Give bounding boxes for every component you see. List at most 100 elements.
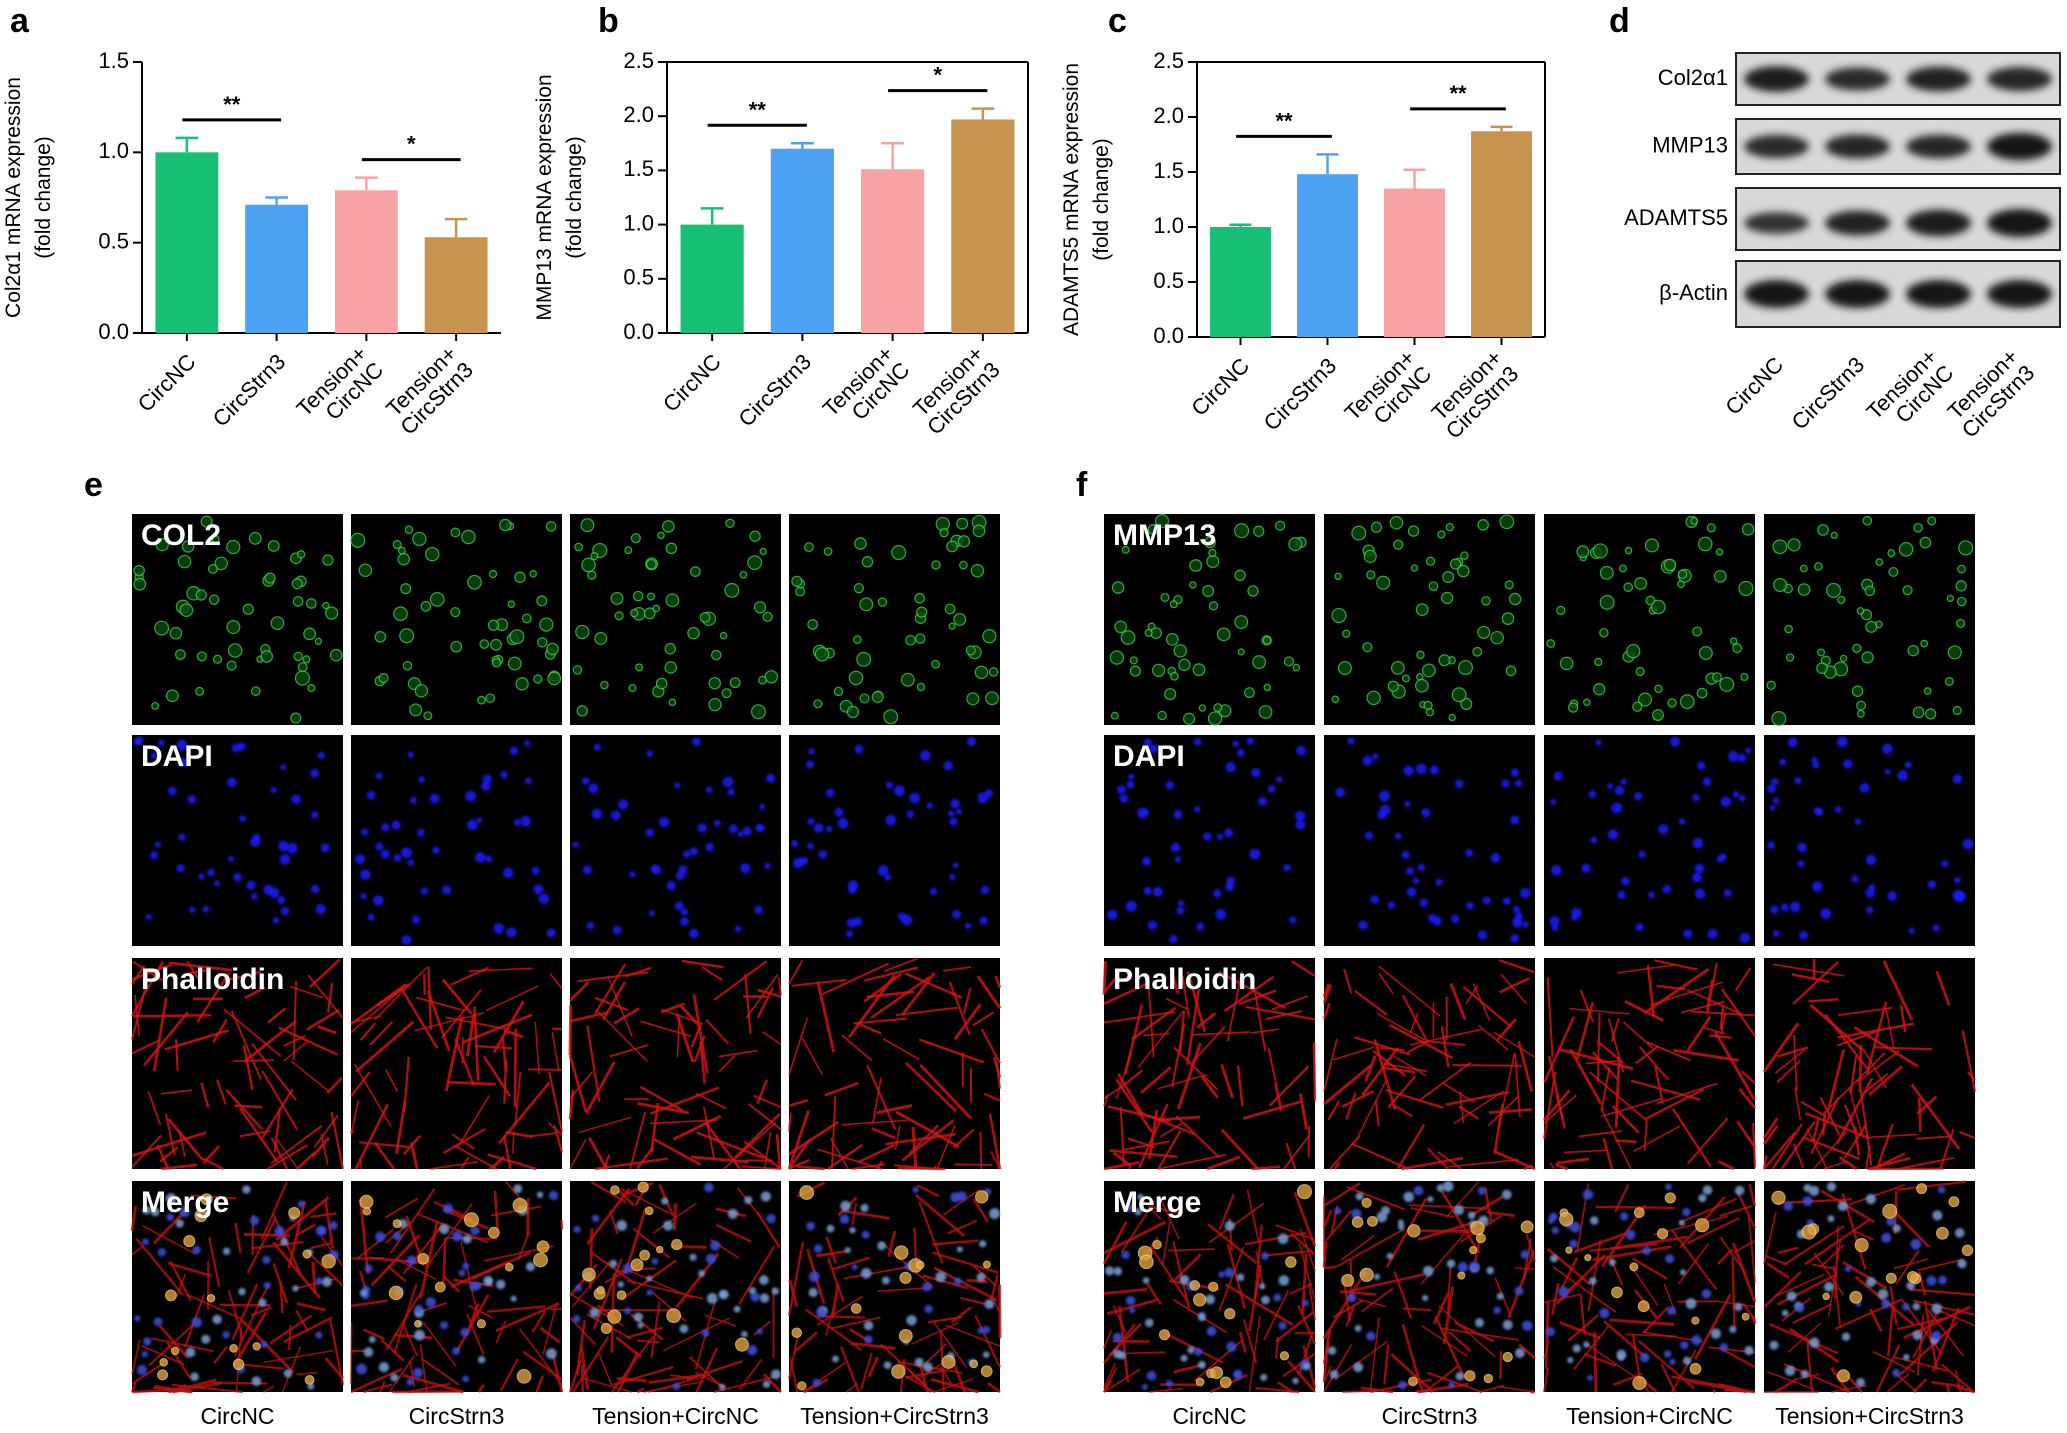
actin-fiber bbox=[883, 957, 918, 973]
stained-cell bbox=[1207, 711, 1223, 726]
actin-fiber bbox=[505, 1130, 533, 1138]
nucleus bbox=[1658, 824, 1669, 835]
micrograph-bg bbox=[1104, 958, 1315, 1169]
nucleus bbox=[212, 1314, 222, 1325]
actin-fiber bbox=[936, 1125, 956, 1170]
stained-cell bbox=[1157, 710, 1167, 721]
nucleus bbox=[741, 1330, 748, 1338]
blot-band bbox=[1987, 132, 2052, 161]
nucleus bbox=[1194, 1347, 1203, 1356]
stained-cell bbox=[1189, 581, 1197, 589]
stained-cell bbox=[1849, 1290, 1863, 1304]
actin-fiber bbox=[1192, 1031, 1250, 1036]
panel-letter: c bbox=[1108, 2, 1127, 40]
nucleus bbox=[1377, 810, 1387, 820]
stained-cell bbox=[689, 566, 701, 578]
nucleus bbox=[864, 1335, 873, 1344]
actin-fiber bbox=[753, 1320, 771, 1336]
nucleus bbox=[813, 1244, 823, 1254]
nucleus bbox=[616, 1220, 628, 1231]
actin-fiber bbox=[832, 1256, 870, 1271]
blot-column-label: CircStrn3 bbox=[1787, 352, 1870, 435]
stained-cell bbox=[970, 563, 985, 578]
actin-fiber bbox=[688, 1356, 727, 1392]
bar bbox=[334, 190, 398, 333]
actin-fiber bbox=[359, 1157, 363, 1170]
nucleus bbox=[1142, 856, 1152, 866]
nucleus bbox=[452, 1347, 461, 1355]
actin-fiber bbox=[131, 1245, 145, 1256]
nucleus bbox=[906, 1315, 917, 1326]
stained-cell bbox=[916, 606, 928, 618]
actin-fiber bbox=[1954, 1369, 1962, 1393]
nucleus bbox=[984, 1299, 995, 1310]
actin-fiber bbox=[988, 1113, 1002, 1170]
nucleus bbox=[1734, 1302, 1743, 1312]
actin-fiber bbox=[1453, 1090, 1504, 1125]
actin-fiber bbox=[514, 1071, 522, 1126]
stained-cell bbox=[1719, 676, 1735, 692]
stained-cell bbox=[1274, 520, 1286, 531]
stained-cell bbox=[665, 542, 678, 555]
nucleus bbox=[465, 790, 477, 802]
stained-cell bbox=[1208, 601, 1219, 611]
actin-fiber bbox=[164, 1029, 230, 1051]
actin-fiber bbox=[1763, 1271, 1802, 1309]
x-tick-label-line: CircStrn3 bbox=[734, 349, 817, 432]
stained-cell bbox=[1925, 708, 1937, 720]
stained-cell bbox=[657, 531, 665, 540]
nucleus bbox=[623, 1307, 631, 1315]
micrograph bbox=[1322, 1180, 1536, 1394]
nucleus bbox=[844, 1247, 851, 1254]
actin-fiber bbox=[1616, 964, 1674, 974]
actin-fiber bbox=[1143, 1200, 1162, 1220]
actin-fiber bbox=[1244, 1231, 1307, 1246]
stained-cell bbox=[939, 527, 949, 538]
actin-fiber bbox=[866, 1064, 897, 1130]
actin-fiber bbox=[1738, 1087, 1757, 1109]
actin-fiber bbox=[1462, 985, 1513, 1028]
actin-fiber bbox=[1115, 1078, 1153, 1133]
nucleus bbox=[420, 887, 429, 895]
actin-fiber bbox=[1440, 1327, 1520, 1341]
nucleus bbox=[1744, 747, 1752, 754]
stained-cell bbox=[791, 1327, 803, 1338]
stained-cell bbox=[1351, 525, 1367, 541]
actin-fiber bbox=[355, 1020, 415, 1073]
actin-fiber bbox=[133, 1013, 212, 1018]
nucleus bbox=[391, 820, 401, 830]
actin-fiber bbox=[273, 1107, 282, 1153]
actin-fiber bbox=[756, 1211, 781, 1249]
nucleus bbox=[914, 1357, 924, 1367]
actin-fiber bbox=[415, 996, 466, 1012]
actin-fiber bbox=[1686, 988, 1744, 1016]
nucleus bbox=[919, 750, 931, 761]
actin-fiber bbox=[309, 1253, 344, 1287]
actin-fiber bbox=[1717, 1160, 1735, 1171]
actin-fiber bbox=[1268, 1065, 1310, 1107]
nucleus bbox=[406, 1378, 414, 1386]
actin-fiber bbox=[466, 1313, 485, 1355]
nucleus bbox=[1203, 832, 1212, 841]
actin-fiber bbox=[512, 1131, 515, 1154]
actin-fiber bbox=[1265, 1009, 1303, 1021]
stained-cell bbox=[208, 594, 220, 605]
nucleus bbox=[808, 1271, 820, 1282]
actin-fiber bbox=[528, 1068, 563, 1071]
stained-cell bbox=[1204, 536, 1216, 549]
nucleus bbox=[251, 1376, 262, 1386]
actin-fiber bbox=[225, 970, 261, 982]
stained-cell bbox=[610, 591, 624, 605]
stained-cell bbox=[1501, 612, 1515, 625]
stained-cell bbox=[514, 571, 526, 583]
actin-fiber bbox=[143, 1011, 189, 1067]
condition-label: CircNC bbox=[1172, 1403, 1246, 1429]
actin-fiber bbox=[1263, 1249, 1312, 1257]
nucleus bbox=[1412, 877, 1420, 885]
actin-fiber bbox=[363, 1383, 393, 1394]
nucleus bbox=[1303, 1362, 1310, 1370]
nucleus bbox=[272, 916, 280, 924]
actin-fiber bbox=[473, 1006, 480, 1081]
nucleus bbox=[360, 869, 371, 880]
actin-fiber bbox=[455, 1293, 490, 1353]
